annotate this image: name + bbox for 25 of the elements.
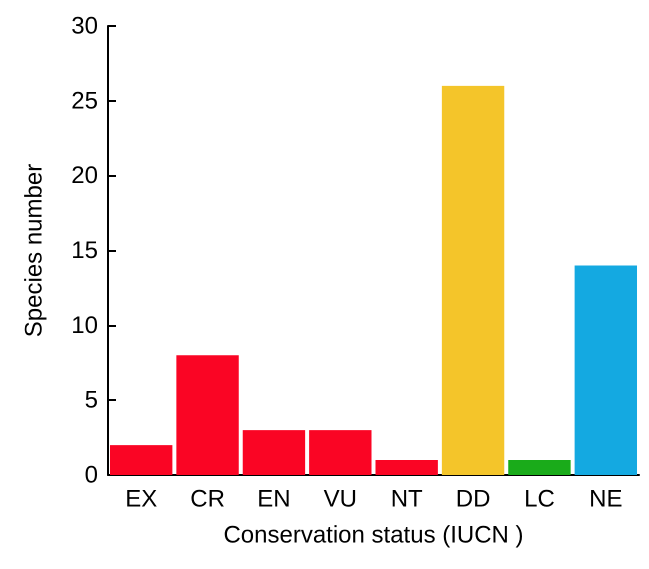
x-tick-label: EX [125, 486, 158, 512]
bar [309, 430, 372, 475]
bar [242, 430, 306, 475]
bar [375, 460, 438, 475]
bar [574, 265, 638, 475]
x-tick-label: NT [390, 486, 424, 512]
x-tick-label: CR [190, 486, 225, 512]
bar [442, 86, 504, 475]
x-axis-title: Conservation status (IUCN ) [223, 522, 524, 548]
bar [110, 445, 172, 475]
bar [508, 460, 571, 475]
y-tick-label: 30 [71, 12, 98, 40]
y-tick-label: 10 [71, 312, 98, 339]
x-tick-label: EN [257, 486, 291, 512]
bar [176, 355, 239, 475]
y-tick-label: 15 [71, 237, 98, 264]
x-tick-label: VU [324, 486, 357, 512]
y-tick-label: 25 [71, 87, 98, 114]
x-tick-label: NE [589, 486, 622, 512]
x-tick-label: DD [456, 486, 490, 512]
y-tick-label: 5 [84, 386, 98, 414]
y-tick-label: 20 [71, 162, 98, 190]
y-axis-title: Species number [20, 164, 48, 338]
x-tick-label: LC [524, 486, 555, 512]
y-tick-label: 0 [84, 462, 98, 488]
